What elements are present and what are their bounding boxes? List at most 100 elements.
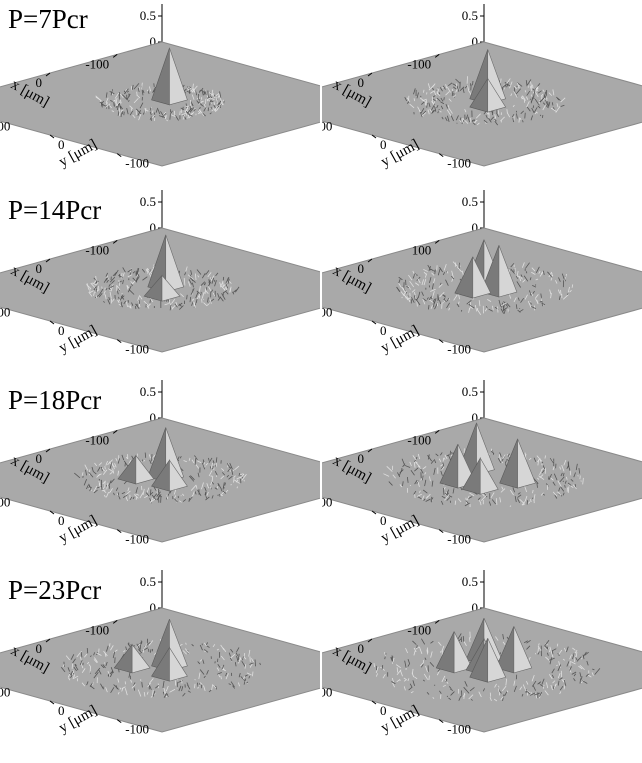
roughness-mark: [141, 485, 143, 491]
roughness-mark: [464, 85, 468, 89]
roughness-mark: [121, 686, 126, 689]
y-tick-label: -100: [447, 342, 471, 357]
roughness-mark: [375, 673, 378, 677]
roughness-mark: [582, 477, 584, 485]
roughness-mark: [189, 103, 192, 108]
roughness-mark: [405, 647, 409, 654]
roughness-mark: [259, 662, 261, 666]
roughness-mark: [432, 87, 434, 91]
roughness-mark: [541, 95, 543, 100]
roughness-mark: [441, 294, 446, 297]
roughness-mark: [197, 682, 199, 687]
roughness-mark: [562, 658, 566, 661]
roughness-mark: [441, 495, 446, 499]
y-tick-label: 0: [58, 323, 65, 338]
roughness-mark: [383, 473, 390, 477]
roughness-mark: [373, 662, 375, 668]
roughness-mark: [131, 302, 134, 306]
roughness-mark: [404, 660, 407, 668]
x-tick: [112, 430, 118, 434]
roughness-mark: [136, 643, 141, 651]
roughness-mark: [549, 657, 553, 665]
roughness-mark: [413, 647, 417, 653]
roughness-mark: [123, 300, 126, 305]
roughness-mark: [98, 462, 103, 466]
roughness-mark: [582, 654, 585, 660]
roughness-mark: [535, 298, 539, 304]
roughness-mark: [584, 651, 589, 656]
roughness-mark: [500, 116, 505, 122]
roughness-mark: [174, 303, 178, 308]
roughness-mark: [402, 481, 404, 487]
roughness-mark: [194, 273, 197, 281]
roughness-mark: [556, 491, 559, 493]
roughness-mark: [490, 492, 495, 499]
roughness-mark: [420, 107, 425, 114]
roughness-mark: [520, 297, 525, 303]
roughness-mark: [520, 274, 523, 278]
roughness-mark: [171, 299, 176, 304]
roughness-mark: [559, 677, 563, 680]
roughness-mark: [72, 675, 79, 680]
roughness-mark: [211, 684, 217, 689]
roughness-mark: [451, 275, 455, 280]
roughness-mark: [74, 664, 79, 671]
roughness-mark: [217, 293, 220, 298]
roughness-mark: [432, 298, 436, 303]
roughness-mark: [86, 484, 89, 490]
roughness-mark: [515, 88, 521, 95]
roughness-mark: [523, 275, 529, 282]
roughness-mark: [531, 293, 534, 296]
roughness-mark: [233, 477, 235, 483]
roughness-mark: [560, 472, 563, 477]
roughness-mark: [472, 122, 476, 126]
roughness-mark: [139, 295, 143, 300]
roughness-mark: [94, 294, 100, 299]
roughness-mark: [526, 79, 532, 86]
roughness-mark: [579, 678, 582, 684]
roughness-mark: [398, 283, 402, 288]
roughness-mark: [559, 691, 562, 695]
roughness-mark: [210, 289, 214, 293]
roughness-mark: [552, 683, 557, 690]
roughness-mark: [507, 453, 510, 457]
roughness-mark: [578, 467, 581, 474]
roughness-mark: [540, 492, 544, 496]
roughness-mark: [413, 490, 417, 495]
peak: [131, 643, 151, 674]
roughness-mark: [109, 462, 113, 469]
roughness-mark: [430, 268, 434, 272]
roughness-mark: [160, 111, 164, 116]
roughness-mark: [421, 495, 425, 500]
roughness-mark: [464, 680, 468, 687]
peak: [169, 47, 188, 106]
y-tick: [438, 339, 444, 344]
roughness-mark: [422, 112, 427, 117]
z-tick-label: 0.5: [462, 574, 478, 589]
roughness-mark: [550, 292, 552, 299]
roughness-mark: [184, 648, 190, 654]
roughness-mark: [437, 668, 441, 672]
roughness-mark: [412, 640, 417, 645]
roughness-mark: [525, 271, 528, 274]
roughness-mark: [197, 110, 201, 115]
roughness-mark: [381, 664, 384, 670]
roughness-mark: [406, 297, 412, 300]
roughness-mark: [139, 102, 144, 109]
roughness-mark: [128, 289, 135, 295]
x-tick-label: 0: [36, 641, 43, 656]
roughness-mark: [490, 450, 495, 455]
roughness-mark: [512, 118, 515, 123]
roughness-mark: [129, 496, 133, 500]
roughness-mark: [452, 86, 457, 90]
roughness-mark: [487, 299, 492, 302]
roughness-mark: [118, 280, 120, 286]
roughness-mark: [511, 114, 515, 118]
roughness-mark: [434, 302, 438, 310]
roughness-mark: [452, 488, 455, 494]
roughness-mark: [207, 272, 212, 278]
roughness-mark: [535, 278, 539, 281]
roughness-mark: [569, 470, 572, 476]
roughness-mark: [519, 686, 523, 691]
